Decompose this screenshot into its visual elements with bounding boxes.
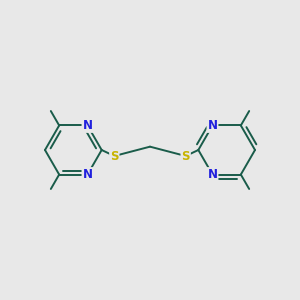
Text: N: N (82, 168, 92, 181)
Text: N: N (208, 119, 218, 132)
Text: N: N (208, 168, 218, 181)
Text: N: N (82, 119, 92, 132)
Text: S: S (182, 149, 190, 163)
Text: S: S (110, 149, 118, 163)
